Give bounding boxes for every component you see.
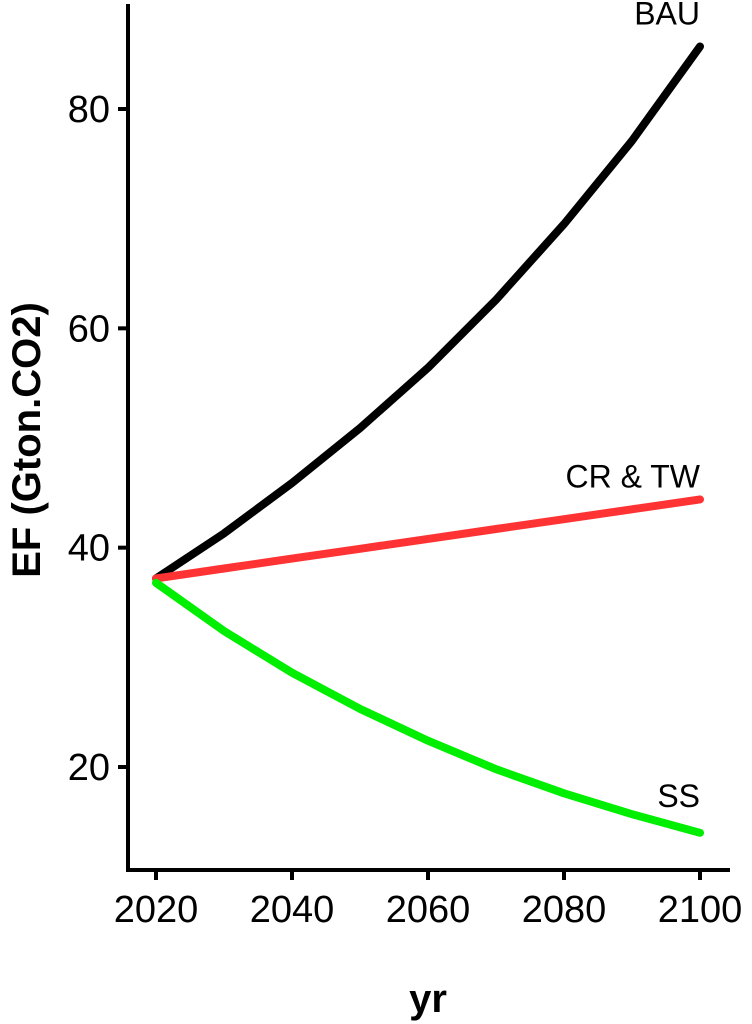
x-tick-label: 2060 <box>386 889 471 931</box>
series-label: CR & TW <box>565 458 700 494</box>
x-tick-label: 2080 <box>522 889 607 931</box>
x-tick-label: 2100 <box>658 889 743 931</box>
y-axis-title: EF (Gton.CO2) <box>5 302 49 578</box>
series-label: SS <box>657 778 700 814</box>
series-label: BAU <box>634 0 700 31</box>
x-tick-label: 2020 <box>114 889 199 931</box>
series-line-bau <box>152 42 704 583</box>
series-labels-layer: BAU CR & TW SS <box>565 0 700 814</box>
series-line-cr-tw <box>152 495 704 583</box>
y-tick-label: 20 <box>68 747 110 789</box>
series-layer <box>152 42 704 837</box>
y-tick-label: 40 <box>68 528 110 570</box>
x-axis-title: yr <box>409 977 447 1021</box>
x-tick-label: 2040 <box>250 889 335 931</box>
y-tick-label: 80 <box>68 89 110 131</box>
series-line-ss <box>152 578 704 837</box>
y-tick-label: 60 <box>68 308 110 350</box>
